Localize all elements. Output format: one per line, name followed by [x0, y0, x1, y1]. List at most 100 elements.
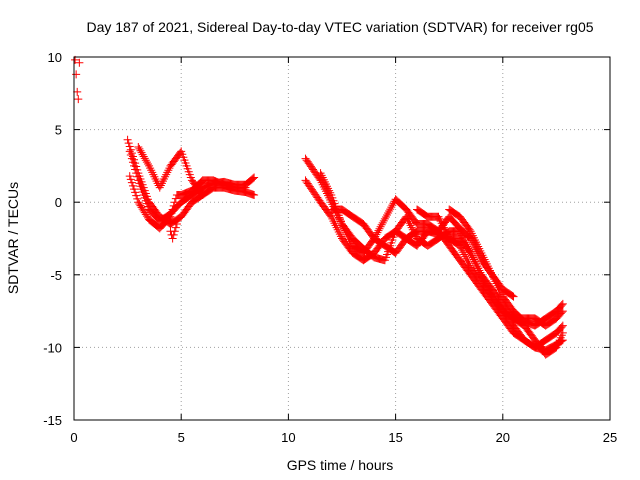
data-point	[197, 189, 206, 198]
data-point	[125, 172, 134, 181]
data-point	[411, 218, 420, 227]
plot-frame	[73, 56, 611, 421]
data-point	[386, 205, 395, 214]
data-point	[172, 219, 181, 228]
y-tick-label: -10	[43, 340, 62, 355]
data-point	[558, 321, 567, 330]
data-point	[557, 301, 566, 310]
data-point	[132, 191, 141, 200]
data-point	[170, 227, 179, 236]
data-point	[198, 190, 207, 199]
data-point	[384, 209, 393, 218]
data-point	[142, 158, 151, 167]
data-point	[519, 316, 528, 325]
data-point	[132, 169, 141, 178]
data-point	[379, 216, 388, 225]
data-point	[168, 234, 177, 243]
data-point	[171, 194, 180, 203]
data-point	[387, 203, 396, 212]
data-point	[372, 230, 381, 239]
data-point	[376, 222, 385, 231]
data-point	[369, 252, 378, 261]
data-layer	[71, 55, 567, 359]
data-point	[383, 210, 392, 219]
data-point	[557, 322, 566, 331]
data-point	[381, 212, 390, 221]
data-point	[135, 199, 144, 208]
y-tick-label: 5	[55, 123, 62, 138]
data-point	[171, 223, 180, 232]
chart-title: Day 187 of 2021, Sidereal Day-to-day VTE…	[86, 19, 593, 35]
grid	[74, 57, 610, 420]
data-point	[133, 172, 142, 181]
data-point	[374, 226, 383, 235]
data-point	[196, 178, 205, 187]
data-point	[421, 211, 430, 220]
data-point	[135, 144, 144, 153]
data-point	[124, 139, 133, 148]
x-tick-label: 15	[388, 430, 402, 445]
data-point	[400, 203, 409, 212]
data-point	[141, 210, 150, 219]
data-point	[125, 147, 134, 156]
x-tick-label: 0	[70, 430, 77, 445]
data-point	[377, 220, 386, 229]
data-point	[74, 95, 83, 104]
data-point	[168, 205, 177, 214]
data-point	[373, 228, 382, 237]
data-point	[137, 203, 146, 212]
data-point	[123, 135, 132, 144]
x-tick-label: 20	[496, 430, 510, 445]
data-point	[247, 175, 256, 184]
y-axis-title: SDTVAR / TECUs	[5, 182, 21, 294]
data-point	[127, 154, 136, 163]
data-point	[130, 161, 139, 170]
data-point	[465, 225, 474, 234]
data-point	[73, 87, 82, 96]
data-point	[72, 70, 81, 79]
data-point	[422, 228, 431, 237]
data-point	[170, 198, 179, 207]
data-point	[550, 344, 559, 353]
data-point	[422, 211, 431, 220]
data-point	[507, 291, 516, 300]
data-point	[126, 151, 135, 160]
data-point	[378, 218, 387, 227]
data-point	[558, 328, 567, 337]
y-tick-label: -15	[43, 413, 62, 428]
data-point	[131, 165, 140, 174]
data-point	[138, 205, 147, 214]
data-point	[128, 158, 137, 167]
data-point	[153, 222, 162, 231]
data-point	[368, 251, 377, 260]
data-point	[326, 211, 335, 220]
data-point	[127, 178, 136, 187]
data-point	[128, 181, 137, 190]
data-point	[131, 188, 140, 197]
data-point	[134, 198, 143, 207]
data-point	[165, 213, 174, 222]
x-tick-label: 5	[178, 430, 185, 445]
data-point	[197, 177, 206, 186]
data-point	[140, 208, 149, 217]
x-tick-label: 10	[281, 430, 295, 445]
data-point	[137, 148, 146, 157]
y-tick-label: 10	[48, 50, 62, 65]
data-point	[370, 234, 379, 243]
data-point	[142, 212, 151, 221]
x-axis-title: GPS time / hours	[287, 457, 394, 473]
data-point	[558, 299, 567, 308]
y-tick-label: -5	[50, 268, 62, 283]
data-point	[126, 175, 135, 184]
data-point	[166, 212, 175, 221]
data-point	[508, 291, 517, 300]
data-point	[371, 232, 380, 241]
data-point	[136, 146, 145, 155]
data-point	[136, 201, 145, 210]
data-point	[134, 143, 143, 152]
data-point	[167, 209, 176, 218]
data-point	[140, 154, 149, 163]
data-point	[139, 206, 148, 215]
